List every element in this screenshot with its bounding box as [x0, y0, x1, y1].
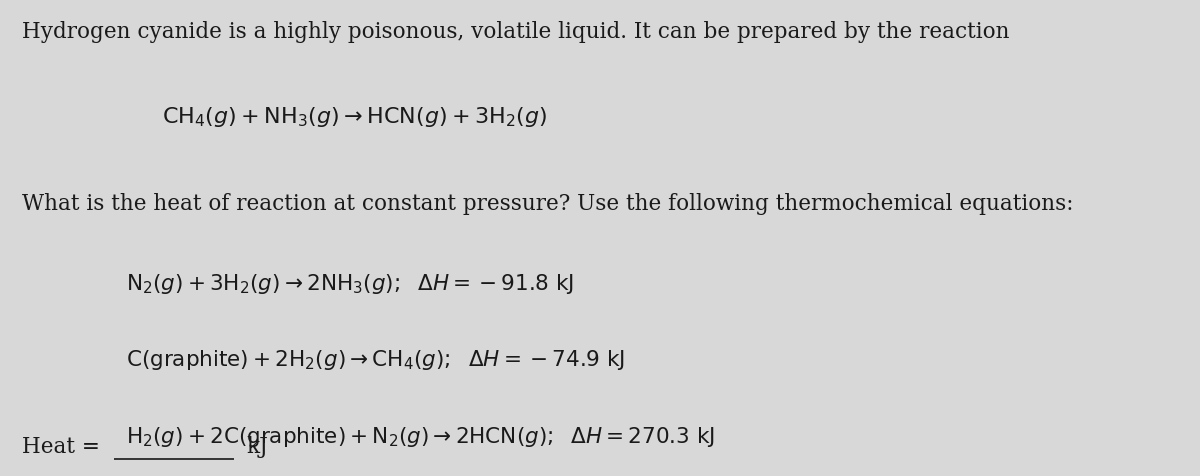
Text: Heat =: Heat = [22, 436, 107, 457]
Text: kJ: kJ [246, 436, 268, 457]
Text: What is the heat of reaction at constant pressure? Use the following thermochemi: What is the heat of reaction at constant… [22, 193, 1073, 215]
Text: $\mathregular{H_2(}$$\mathit{g}$$\mathregular{) + 2C(graphite) + N_2(}$$\mathit{: $\mathregular{H_2(}$$\mathit{g}$$\mathre… [126, 424, 715, 447]
Text: Hydrogen cyanide is a highly poisonous, volatile liquid. It can be prepared by t: Hydrogen cyanide is a highly poisonous, … [22, 21, 1009, 43]
Text: $\mathregular{C(graphite) + 2H_2(}$$\mathit{g}$$\mathregular{) \rightarrow CH_4(: $\mathregular{C(graphite) + 2H_2(}$$\mat… [126, 347, 625, 371]
Text: $\mathregular{N_2(}$$\mathit{g}$$\mathregular{) + 3H_2(}$$\mathit{g}$$\mathregul: $\mathregular{N_2(}$$\mathit{g}$$\mathre… [126, 271, 574, 295]
Text: $\mathregular{CH_4(}$$\mathit{g}$$\mathregular{) + NH_3(}$$\mathit{g}$$\mathregu: $\mathregular{CH_4(}$$\mathit{g}$$\mathr… [162, 105, 547, 129]
